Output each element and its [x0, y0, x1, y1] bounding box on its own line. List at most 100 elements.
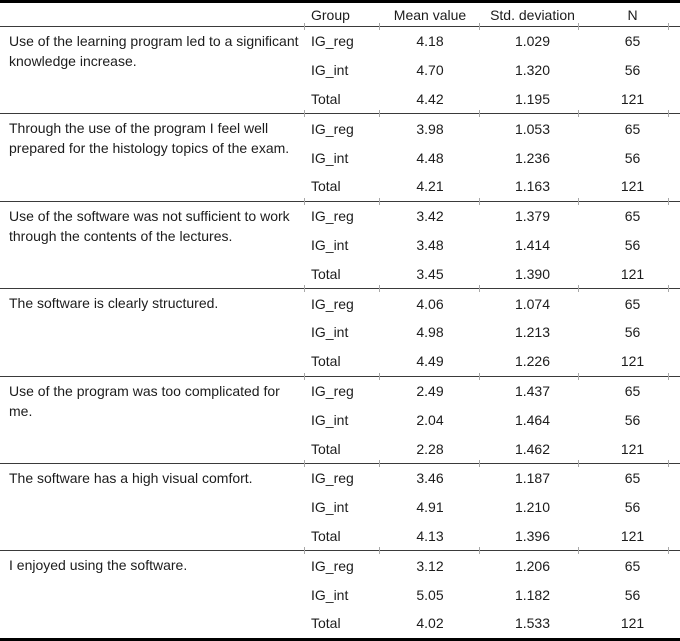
statement-cell: Use of the software was not sufficient t…	[9, 207, 290, 244]
std-cell: 1.163	[514, 178, 551, 195]
std-cell: 1.029	[514, 33, 551, 50]
n-cell: 65	[624, 208, 641, 225]
mean-cell: 2.28	[416, 440, 444, 457]
mean-cell: 3.98	[416, 120, 444, 137]
group-cell: Total	[311, 440, 341, 457]
column-tick	[379, 285, 380, 293]
std-cell: 1.320	[514, 62, 551, 79]
mean-cell: 4.02	[416, 615, 444, 632]
column-tick	[578, 23, 579, 30]
n-cell: 65	[624, 470, 641, 487]
group-cell: IG_int	[311, 499, 349, 516]
std-cell: 1.390	[514, 265, 551, 282]
n-cell: 65	[624, 382, 641, 399]
statement-cell: Use of the learning program led to a sig…	[9, 33, 299, 69]
mean-cell: 4.06	[416, 295, 444, 312]
statement-block: Use of the program was too complicated f…	[0, 377, 680, 463]
mean-cell: 2.04	[416, 411, 444, 428]
column-tick	[668, 110, 669, 118]
mean-cell: 3.46	[416, 470, 444, 487]
column-tick	[668, 197, 669, 205]
column-tick	[304, 110, 305, 118]
column-tick	[479, 197, 480, 205]
table-row: IG_int 5.05 1.182 56	[305, 580, 680, 609]
table-row: IG_reg 2.49 1.437 65	[305, 377, 680, 406]
column-tick	[668, 285, 669, 293]
statement-cell: Through the use of the program I feel we…	[9, 120, 290, 157]
row-separator	[0, 547, 680, 555]
table-row: Total 3.45 1.390 121	[305, 259, 680, 288]
n-cell: 56	[624, 62, 641, 79]
block-rows: IG_reg 3.42 1.379 65 IG_int 3.48 1.414 5…	[305, 202, 680, 288]
column-tick	[578, 110, 579, 118]
std-cell: 1.053	[514, 120, 551, 137]
column-tick	[379, 23, 380, 30]
column-tick	[304, 459, 305, 467]
statement-block: Use of the software was not sufficient t…	[0, 202, 680, 288]
statement-cell: The software is clearly structured.	[9, 295, 219, 312]
group-cell: IG_int	[311, 586, 349, 603]
column-header-std-deviation: Std. deviation	[490, 6, 575, 23]
std-cell: 1.206	[514, 557, 551, 574]
row-separator	[0, 285, 680, 293]
n-cell: 121	[620, 178, 645, 195]
row-separator	[0, 459, 680, 467]
column-tick	[668, 372, 669, 380]
n-cell: 121	[620, 615, 645, 632]
mean-cell: 2.49	[416, 382, 444, 399]
n-cell: 56	[624, 499, 641, 516]
block-rows: IG_reg 3.12 1.206 65 IG_int 5.05 1.182 5…	[305, 551, 680, 637]
row-separator	[0, 23, 680, 30]
group-cell: IG_int	[311, 411, 349, 428]
table-row: IG_int 4.70 1.320 56	[305, 56, 680, 85]
column-tick	[479, 459, 480, 467]
mean-cell: 4.70	[416, 62, 444, 79]
block-rows: IG_reg 3.98 1.053 65 IG_int 4.48 1.236 5…	[305, 114, 680, 200]
column-tick	[668, 547, 669, 555]
column-tick	[578, 372, 579, 380]
block-rows: IG_reg 3.46 1.187 65 IG_int 4.91 1.210 5…	[305, 464, 680, 550]
column-tick	[304, 197, 305, 205]
std-cell: 1.182	[514, 586, 551, 603]
column-tick	[668, 23, 669, 30]
statement-cell: Use of the program was too complicated f…	[9, 382, 280, 419]
table-row: IG_int 4.98 1.213 56	[305, 318, 680, 347]
column-tick	[304, 285, 305, 293]
n-cell: 56	[624, 324, 641, 341]
table-row: Total 4.21 1.163 121	[305, 172, 680, 201]
row-separator	[0, 197, 680, 205]
statement-block: Use of the learning program led to a sig…	[0, 27, 680, 113]
mean-cell: 5.05	[416, 586, 444, 603]
column-tick	[668, 459, 669, 467]
column-tick	[379, 110, 380, 118]
mean-cell: 4.18	[416, 33, 444, 50]
table-row: IG_reg 3.46 1.187 65	[305, 464, 680, 493]
mean-cell: 3.48	[416, 236, 444, 253]
column-tick	[578, 547, 579, 555]
column-tick	[379, 547, 380, 555]
n-cell: 65	[624, 120, 641, 137]
group-cell: Total	[311, 90, 341, 107]
std-cell: 1.379	[514, 208, 551, 225]
n-cell: 121	[620, 90, 645, 107]
mean-cell: 3.12	[416, 557, 444, 574]
std-cell: 1.396	[514, 527, 551, 544]
std-cell: 1.437	[514, 382, 551, 399]
statement-block: The software has a high visual comfort. …	[0, 464, 680, 550]
column-tick	[578, 459, 579, 467]
std-cell: 1.462	[514, 440, 551, 457]
column-tick	[578, 197, 579, 205]
group-cell: IG_int	[311, 62, 349, 79]
column-tick	[304, 372, 305, 380]
std-cell: 1.236	[514, 149, 551, 166]
n-cell: 121	[620, 353, 645, 370]
table-row: IG_reg 3.12 1.206 65	[305, 551, 680, 580]
mean-cell: 4.98	[416, 324, 444, 341]
group-cell: IG_reg	[311, 382, 354, 399]
statement-block: The software is clearly structured. IG_r…	[0, 289, 680, 375]
std-cell: 1.213	[514, 324, 551, 341]
table-row: IG_reg 4.06 1.074 65	[305, 289, 680, 318]
n-cell: 65	[624, 295, 641, 312]
column-header-group: Group	[311, 6, 350, 23]
